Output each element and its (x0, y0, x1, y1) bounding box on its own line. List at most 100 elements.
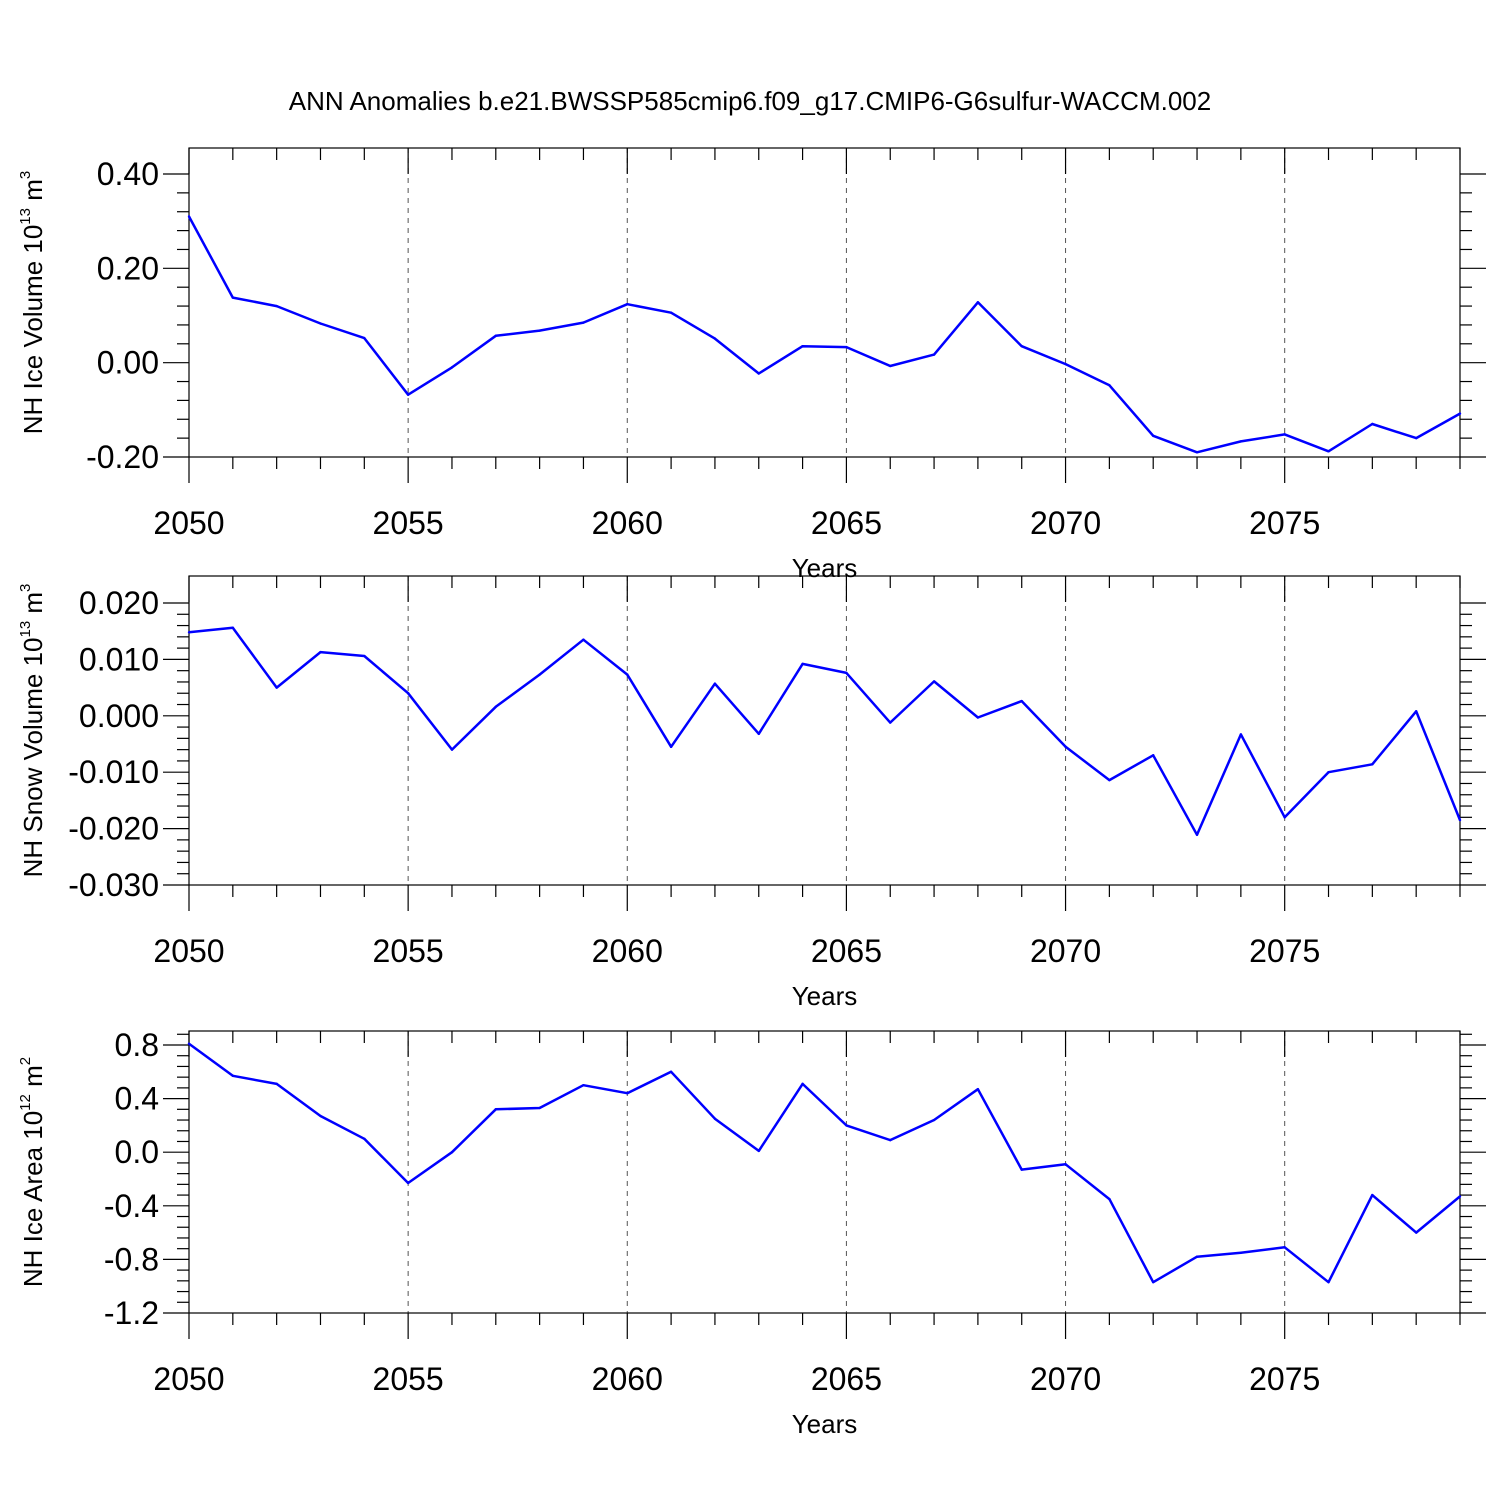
x-axis-label: Years (792, 981, 858, 1011)
data-point (1239, 733, 1243, 736)
data-point (582, 1084, 585, 1087)
chart-panels: -0.20 0.00 0.20 0.40 2050 2055 2060 2065 2070 207… (17, 147, 1486, 1439)
y-axis-label: NH Ice Area 1012 m2 (17, 1057, 48, 1287)
data-point (757, 372, 760, 375)
y-tick-label: 0.000 (79, 698, 159, 734)
data-point (845, 671, 848, 675)
data-point (669, 1070, 673, 1074)
data-point (1195, 1255, 1199, 1258)
data-point (319, 322, 322, 325)
x-tick-label: 2050 (153, 1361, 224, 1397)
data-point (1152, 1280, 1155, 1284)
data-point (1414, 1231, 1418, 1234)
data-point (231, 296, 235, 299)
data-point (1239, 1251, 1243, 1254)
x-tick-label: 2060 (592, 505, 663, 541)
data-point (889, 364, 892, 368)
plot-frame (188, 147, 1461, 458)
y-axis-label-exponent: 2 (17, 1057, 34, 1065)
y-axis-label-text: NH Ice Volume 10 (18, 225, 48, 435)
panel-2: -0.030 -0.020 -0.010 0.000 0.010 0.020 2050 205… (17, 575, 1486, 1011)
data-point (1414, 436, 1418, 440)
data-point (494, 1108, 497, 1111)
x-tick-label: 2075 (1249, 1361, 1320, 1397)
data-point (1152, 754, 1155, 757)
data-point (187, 631, 191, 634)
data-point (976, 716, 980, 719)
x-axis-label: Years (792, 1409, 858, 1439)
series-line (188, 626, 1462, 837)
data-point (494, 705, 497, 708)
y-axis-label-text: m (18, 1065, 48, 1094)
data-point (275, 686, 278, 689)
data-point (1020, 1168, 1023, 1171)
data-point (275, 304, 278, 308)
series-line (187, 215, 1461, 454)
y-axis-label-exponent: 13 (17, 621, 34, 638)
data-point (626, 302, 629, 306)
data-point (1064, 362, 1067, 366)
data-point (1327, 771, 1330, 774)
y-axis-label-text: m (18, 179, 48, 208)
plot-frame (188, 1030, 1461, 1314)
x-tick-label: 2065 (811, 1361, 882, 1397)
y-tick-label: 0.00 (97, 345, 159, 381)
data-point (889, 721, 892, 724)
y-tick-label: 0.020 (79, 585, 159, 621)
x-tick-label: 2055 (373, 933, 444, 969)
data-point (187, 1042, 191, 1045)
y-axis-label-exponent: 12 (17, 1094, 34, 1111)
data-point (406, 1181, 410, 1185)
y-tick-label: 0.4 (115, 1081, 159, 1117)
x-axis-label: Years (792, 553, 858, 583)
y-tick-label: -0.20 (86, 439, 159, 475)
y-axis-label-exponent: 13 (17, 208, 34, 225)
data-point (1283, 816, 1286, 819)
plot-frame (188, 575, 1461, 886)
y-tick-label: 0.8 (115, 1027, 159, 1063)
x-tick-label: 2050 (153, 505, 224, 541)
y-axis-label-exponent: 3 (17, 584, 34, 592)
data-point (669, 745, 673, 749)
data-point (450, 1151, 454, 1154)
data-point (932, 1118, 936, 1122)
x-tick-label: 2055 (373, 505, 444, 541)
data-point (1108, 1197, 1111, 1201)
data-point (1327, 1280, 1330, 1284)
y-tick-label: -0.8 (104, 1241, 159, 1277)
data-point (1458, 1195, 1462, 1198)
y-tick-label: 0.0 (115, 1134, 159, 1170)
y-axis-label-text: NH Snow Volume 10 (18, 638, 48, 878)
data-point (363, 1137, 366, 1141)
x-tick-label: 2065 (811, 505, 882, 541)
data-point (187, 215, 191, 218)
data-point (669, 311, 673, 314)
data-point (1371, 1193, 1374, 1197)
data-point (1327, 450, 1330, 453)
data-point (932, 680, 936, 683)
data-point (713, 682, 717, 685)
data-point (1195, 451, 1199, 454)
y-tick-label: -1.2 (104, 1295, 159, 1331)
y-tick-label: -0.030 (68, 867, 159, 903)
data-point (582, 321, 585, 324)
data-point (406, 692, 410, 695)
data-point (976, 301, 980, 304)
data-point (1458, 818, 1462, 822)
y-axis-label-text: m (18, 592, 48, 621)
data-point (845, 1124, 848, 1127)
series-line (188, 1042, 1461, 1284)
data-point (538, 673, 541, 676)
y-axis-label: NH Ice Volume 1013 m3 (17, 171, 48, 434)
y-tick-label: -0.4 (104, 1188, 159, 1224)
data-point (1414, 710, 1418, 713)
data-point (713, 1117, 717, 1120)
data-point (1152, 434, 1155, 437)
data-point (932, 353, 936, 356)
data-point (450, 748, 454, 751)
x-tick-label: 2075 (1249, 933, 1320, 969)
y-axis-label-text: NH Ice Area 10 (18, 1111, 48, 1287)
data-point (363, 336, 366, 340)
x-tick-label: 2070 (1030, 505, 1101, 541)
data-point (275, 1082, 278, 1086)
